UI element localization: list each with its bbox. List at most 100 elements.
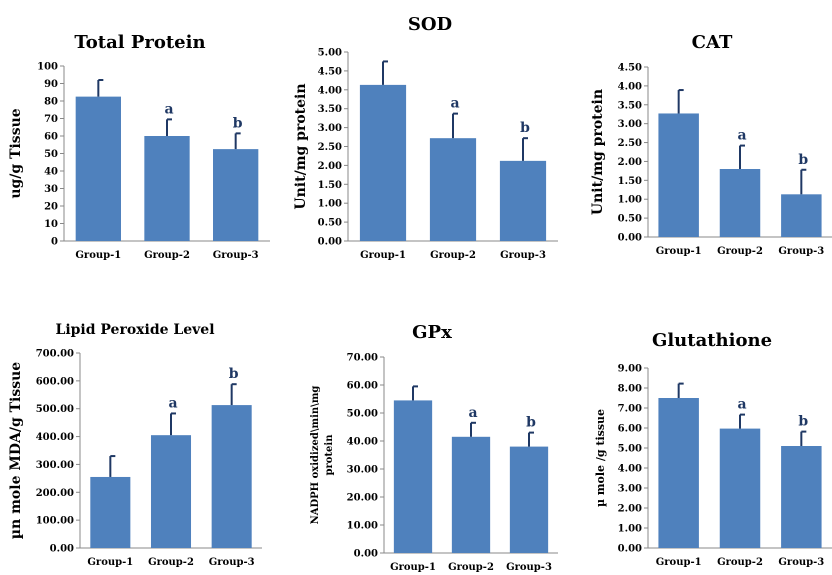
bar-group-3: [781, 194, 822, 237]
y-tick-label: 20: [44, 202, 58, 213]
chart-title: Lipid Peroxide Level: [55, 322, 214, 338]
bar-group-1: [658, 113, 699, 237]
x-category-label: Group-2: [717, 557, 763, 568]
x-category-label: Group-3: [213, 250, 259, 261]
y-tick-label: 0.50: [318, 218, 342, 229]
x-category-label: Group-3: [209, 557, 255, 568]
significance-label: a: [468, 405, 477, 421]
y-tick-label: 50.00: [347, 409, 378, 420]
y-tick-label: 40: [44, 167, 58, 178]
y-tick-label: 100: [37, 62, 58, 73]
bar-group-2: [429, 138, 477, 241]
y-tick-label: 300.00: [36, 460, 74, 471]
y-tick-label: 1.00: [318, 199, 342, 210]
x-category-label: Group-1: [656, 246, 702, 257]
x-category-label: Group-2: [144, 250, 190, 261]
y-tick-label: 200.00: [36, 488, 74, 499]
bar-group-3: [213, 149, 259, 241]
significance-label: a: [450, 96, 459, 112]
bar-group-2: [150, 435, 192, 548]
chart-panel-5: GPx NADPH oxidized\min\mg protein 0.00 10.00…: [310, 322, 558, 573]
x-category-label: Group-1: [75, 250, 121, 261]
bar-group-1: [75, 96, 121, 241]
bar-group-2: [719, 428, 761, 548]
y-tick-label: 60: [44, 132, 58, 143]
y-tick-label: 4.00: [318, 85, 342, 96]
y-axis-label: µn mole MDA/g Tissue: [8, 362, 24, 540]
x-category-label: Group-3: [500, 250, 546, 261]
y-tick-label: 4.00: [618, 81, 642, 92]
y-tick-label: 50: [44, 149, 58, 160]
x-category-label: Group-1: [87, 557, 133, 568]
y-axis-label: µ mole /g tissue: [594, 409, 607, 507]
y-tick-label: 30: [44, 184, 58, 195]
chart-panel-2: SOD Unit/mg protein 0.00 0.50 1.00 1.50 2.00 2.…: [293, 14, 558, 261]
chart-panel-6: Glutathione µ mole /g tissue 0.00 1.00 2.00 3…: [594, 330, 832, 568]
x-category-label: Group-1: [360, 250, 406, 261]
bar-group-1: [658, 398, 699, 548]
significance-label: b: [526, 415, 536, 431]
y-axis-label: NADPH oxidized\min\mg: [310, 386, 321, 525]
y-tick-label: 600.00: [36, 376, 74, 387]
significance-label: b: [798, 152, 808, 168]
y-axis-label-line-2: protein: [324, 434, 335, 476]
y-tick-label: 0.00: [50, 544, 74, 555]
y-tick-label: 10: [44, 219, 58, 230]
y-tick-label: 500.00: [36, 404, 74, 415]
chart-title: Glutathione: [652, 330, 772, 351]
chart-title: Total Protein: [74, 32, 205, 53]
y-tick-label: 3.50: [318, 104, 342, 115]
y-tick-label: 3.00: [318, 123, 342, 134]
y-tick-label: 1.50: [618, 176, 642, 187]
y-tick-label: 700.00: [36, 349, 74, 360]
y-tick-label: 1.00: [618, 195, 642, 206]
y-axis-label: Unit/mg protein: [293, 83, 309, 209]
bar-group-2: [144, 136, 190, 241]
chart-title: SOD: [408, 14, 452, 35]
x-category-label: Group-2: [717, 246, 763, 257]
significance-label: b: [229, 366, 239, 382]
x-category-label: Group-2: [430, 250, 476, 261]
y-tick-label: 2.50: [618, 138, 642, 149]
y-tick-label: 90: [44, 79, 58, 90]
y-tick-label: 0.00: [318, 237, 342, 248]
chart-title: GPx: [412, 322, 452, 343]
y-tick-label: 10.00: [347, 521, 378, 532]
y-tick-label: 6.00: [618, 424, 642, 435]
bar-group-2: [719, 169, 761, 237]
y-tick-label: 4.50: [318, 66, 342, 77]
y-tick-label: 40.00: [347, 437, 378, 448]
x-category-label: Group-2: [148, 557, 194, 568]
significance-label: a: [168, 395, 177, 411]
x-category-label: Group-1: [390, 562, 436, 573]
x-category-label: Group-3: [506, 562, 552, 573]
bar-group-3: [499, 160, 547, 241]
x-category-label: Group-3: [778, 246, 824, 257]
x-category-label: Group-1: [656, 557, 702, 568]
y-tick-label: 0.00: [618, 544, 642, 555]
y-tick-label: 0: [51, 237, 58, 248]
y-tick-label: 2.00: [618, 157, 642, 168]
y-axis-label: Unit/mg protein: [590, 89, 606, 215]
significance-label: b: [233, 115, 243, 131]
y-tick-label: 4.50: [618, 63, 642, 74]
y-tick-label: 70: [44, 114, 58, 125]
y-tick-label: 7.00: [618, 404, 642, 415]
y-tick-label: 9.00: [618, 364, 642, 375]
bar-group-1: [359, 84, 407, 241]
y-tick-label: 20.00: [347, 493, 378, 504]
y-tick-label: 80: [44, 97, 58, 108]
y-tick-label: 1.00: [618, 524, 642, 535]
significance-label: b: [520, 120, 530, 136]
y-tick-label: 8.00: [618, 384, 642, 395]
y-tick-label: 3.00: [618, 484, 642, 495]
y-axis-label: ug/g Tissue: [8, 108, 24, 198]
y-tick-label: 0.00: [618, 233, 642, 244]
y-tick-label: 0.50: [618, 214, 642, 225]
y-tick-label: 30.00: [347, 465, 378, 476]
y-tick-label: 0.00: [354, 549, 378, 560]
chart-panel-3: CAT Unit/mg protein 0.00 0.50 1.00 1.50 2.00 2.…: [590, 32, 832, 257]
y-tick-label: 400.00: [36, 432, 74, 443]
x-category-label: Group-2: [448, 562, 494, 573]
